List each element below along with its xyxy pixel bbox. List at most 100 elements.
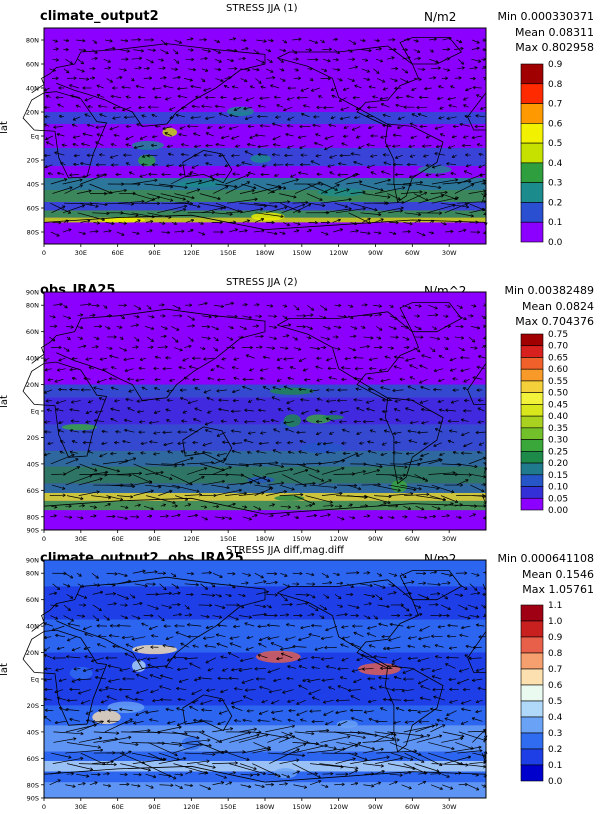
stress-vector-head [242, 593, 246, 598]
stress-vector [62, 315, 71, 319]
stress-vector-head [62, 493, 66, 498]
stress-vector [102, 784, 111, 787]
stress-vector-head [69, 173, 73, 177]
stress-vector-head [362, 325, 366, 329]
stress-vector [457, 67, 465, 70]
stress-vector-head [230, 325, 234, 330]
stress-vector [257, 154, 268, 156]
stress-vector [173, 58, 180, 64]
stress-vector [454, 48, 464, 50]
stress-vector [205, 162, 213, 166]
stress-vector-head [218, 398, 222, 402]
stress-vector-head [381, 442, 386, 446]
stress-vector-head [296, 758, 300, 762]
stress-vector-head [69, 595, 74, 599]
stress-vector [392, 389, 404, 392]
stress-vector-head [246, 757, 250, 761]
stress-vector [186, 462, 214, 465]
stress-vector [98, 105, 108, 108]
stress-vector [215, 731, 252, 743]
stress-vector [239, 326, 247, 330]
stress-vector [320, 198, 352, 204]
stress-vector-head [235, 144, 239, 148]
stress-vector [185, 770, 193, 775]
stress-vector [414, 474, 428, 482]
stress-vector [349, 742, 375, 750]
coastline [182, 426, 233, 464]
stress-vector [348, 212, 371, 224]
stress-vector [265, 49, 272, 52]
stress-vector [163, 85, 174, 89]
stress-vector-head [447, 419, 451, 423]
stress-vector-head [154, 95, 158, 100]
stress-vector-head [109, 354, 113, 358]
stress-vector-head [204, 301, 208, 306]
stress-vector-head [407, 506, 412, 510]
stress-vector [95, 676, 107, 680]
stress-vector-head [425, 596, 430, 600]
stress-vector [298, 665, 308, 669]
stress-vector-head [435, 60, 439, 64]
stress-vector [53, 731, 84, 735]
stress-vector [340, 116, 351, 120]
stress-vector-head [284, 315, 288, 320]
stress-vector [256, 346, 263, 348]
stress-vector-head [175, 339, 179, 343]
stress-vector-head [70, 94, 74, 98]
stress-vector-head [413, 487, 417, 492]
stress-vector-head [231, 705, 235, 710]
stress-vector-head [92, 313, 96, 317]
stress-vector-head [475, 773, 479, 777]
stress-vector-head [454, 499, 459, 504]
stress-vector-head [392, 451, 396, 455]
stress-vector [413, 39, 419, 42]
stress-vector-head [134, 697, 138, 702]
colorbar-box [520, 63, 544, 85]
stress-vector [125, 135, 134, 140]
stress-vector-head [56, 132, 60, 137]
stress-vector-head [190, 229, 194, 233]
stress-vector [428, 472, 456, 475]
stress-vector-head [177, 513, 181, 518]
stress-vector [367, 441, 374, 444]
stress-vector [416, 231, 426, 236]
stress-vector [349, 516, 356, 519]
colorbar-box [520, 83, 544, 104]
stress-vector-head [166, 419, 170, 423]
stress-vector-head [232, 389, 236, 394]
stress-vector [170, 474, 193, 486]
stress-vector-head [366, 407, 370, 411]
stress-vector [303, 104, 310, 108]
stress-vector [334, 202, 348, 208]
stress-vector [194, 387, 200, 391]
stress-vector-head [134, 648, 138, 652]
stress-vector-head [77, 677, 81, 682]
stress-vector-head [339, 581, 344, 586]
stress-vector-head [177, 75, 181, 80]
stress-vector-head [308, 229, 312, 233]
stress-vector [368, 357, 378, 361]
stress-vector-head [444, 717, 448, 721]
stress-vector-head [258, 637, 263, 642]
stress-vector [228, 652, 240, 659]
stress-vector-head [463, 97, 467, 101]
stress-vector [427, 314, 439, 317]
stress-vector [461, 708, 471, 712]
stress-vector-head [458, 39, 463, 44]
stress-vector [220, 656, 228, 659]
stress-vector-head [311, 501, 316, 505]
stress-vector [336, 613, 348, 616]
stress-vector [461, 431, 470, 436]
stress-vector [66, 656, 81, 659]
stress-vector-head [355, 613, 359, 618]
stress-vector [253, 505, 262, 511]
stress-vector [272, 123, 283, 127]
stress-vector-head [476, 326, 481, 330]
stress-vector [119, 668, 131, 671]
stress-vector-head [103, 173, 108, 177]
stress-vector [66, 326, 74, 328]
stress-vector [222, 668, 229, 672]
stress-vector [192, 645, 199, 648]
stress-vector-head [154, 355, 159, 359]
stress-vector-head [196, 489, 200, 493]
